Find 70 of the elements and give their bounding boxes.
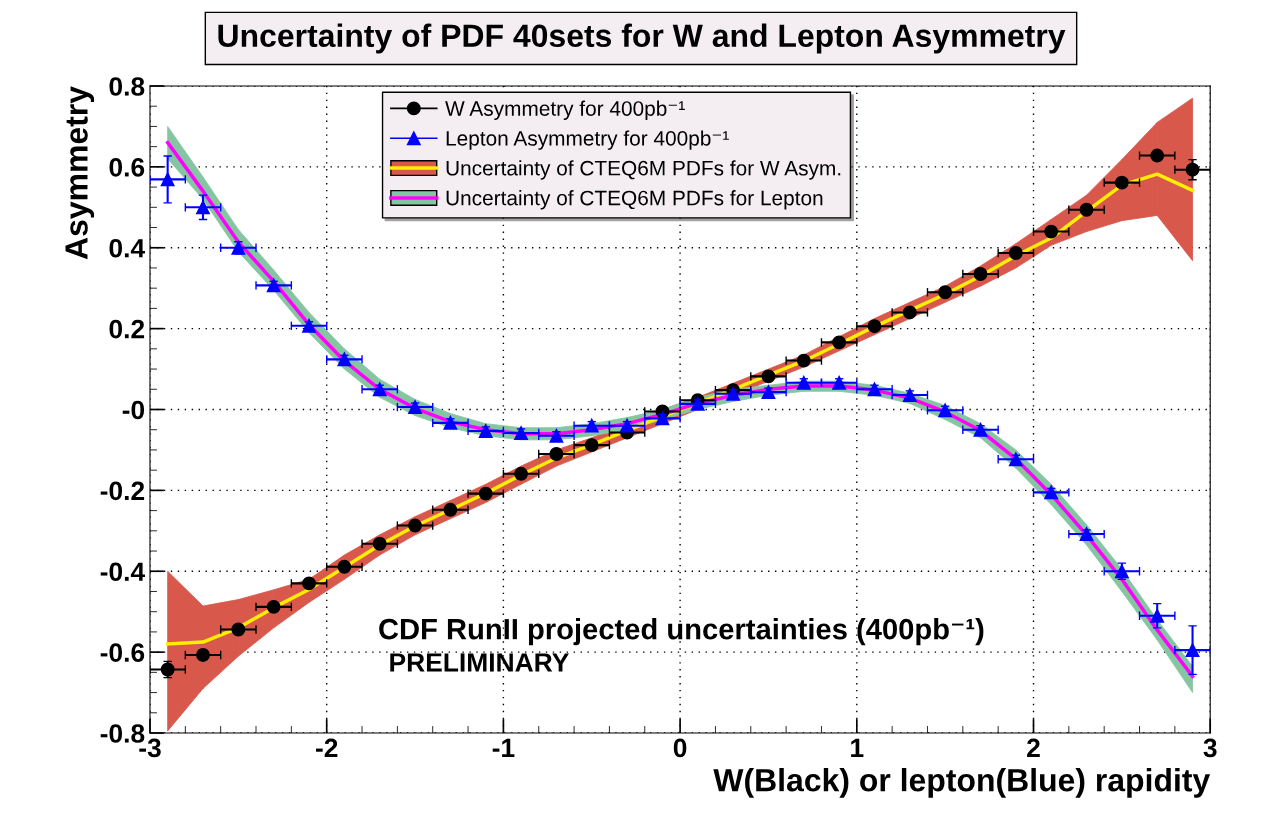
point	[337, 559, 352, 574]
x-tick-label: 2	[1027, 738, 1040, 757]
point	[1079, 202, 1094, 217]
point	[302, 576, 316, 591]
point	[266, 599, 281, 614]
legend-label: Lepton Asymmetry for 400pb⁻¹	[446, 130, 729, 150]
y-tick-label: 0.4	[109, 238, 145, 258]
point	[832, 375, 847, 390]
legend-label: Uncertainty of CTEQ6M PDFs for Lepton	[446, 190, 823, 210]
point	[443, 502, 458, 517]
point	[761, 385, 776, 400]
x-tick-label: 0	[673, 738, 687, 758]
point	[337, 352, 352, 367]
y-tick-label: -0.6	[100, 643, 145, 662]
point	[408, 400, 422, 415]
point	[584, 418, 599, 433]
point	[196, 200, 210, 215]
y-tick-label: 0.6	[109, 158, 145, 177]
annotation: CDF RunII projected uncertainties (400pb⁻¹)	[379, 618, 984, 646]
x-tick-label: 1	[851, 738, 864, 757]
y-tick-label: -0.2	[100, 481, 145, 501]
point	[514, 466, 529, 481]
point	[514, 426, 529, 440]
point	[973, 422, 988, 437]
y-tick-label: 0.2	[109, 319, 145, 339]
point	[1185, 162, 1200, 177]
point	[832, 335, 847, 350]
annotation: PRELIMINARY	[390, 653, 569, 672]
point	[1008, 452, 1023, 467]
point	[478, 423, 493, 438]
point	[443, 415, 458, 430]
point	[549, 447, 564, 461]
point	[1150, 608, 1165, 623]
x-tick-label: -1	[492, 738, 515, 757]
point	[902, 305, 917, 320]
y-axis-title: Asymmetry	[65, 86, 95, 260]
x-tick-label: -2	[316, 738, 338, 757]
point	[761, 369, 776, 384]
point	[478, 486, 493, 501]
point	[302, 318, 316, 333]
point	[372, 536, 387, 551]
point	[796, 353, 811, 368]
legend-label: W Asymmetry for 400pb⁻¹	[445, 100, 685, 120]
point	[867, 382, 882, 397]
point	[796, 375, 811, 390]
point	[372, 382, 387, 397]
point	[584, 438, 599, 453]
point	[938, 403, 953, 418]
point	[867, 319, 882, 334]
point	[549, 428, 564, 443]
y-tick-label: -0.4	[100, 562, 145, 582]
legend-label: Uncertainty of CTEQ6M PDFs for W Asym.	[446, 160, 841, 180]
x-tick-label: 3	[1203, 738, 1217, 758]
y-tick-label: 0.8	[109, 77, 145, 96]
point	[1185, 643, 1200, 658]
point	[1008, 246, 1023, 260]
point	[1044, 485, 1059, 500]
point	[973, 267, 988, 281]
point	[266, 278, 281, 293]
point	[655, 411, 670, 426]
point	[620, 418, 635, 433]
point	[902, 387, 917, 402]
point	[938, 285, 953, 300]
point	[160, 172, 175, 187]
point	[408, 518, 422, 533]
point	[1079, 527, 1094, 541]
point	[1044, 224, 1059, 239]
chart-title: Uncertainty of PDF 40sets for W and Lepton Asymmetry	[218, 23, 1066, 54]
y-tick-label: -0	[122, 400, 145, 420]
x-axis-title: W(Black) or lepton(Blue) rapidity	[713, 768, 1211, 798]
